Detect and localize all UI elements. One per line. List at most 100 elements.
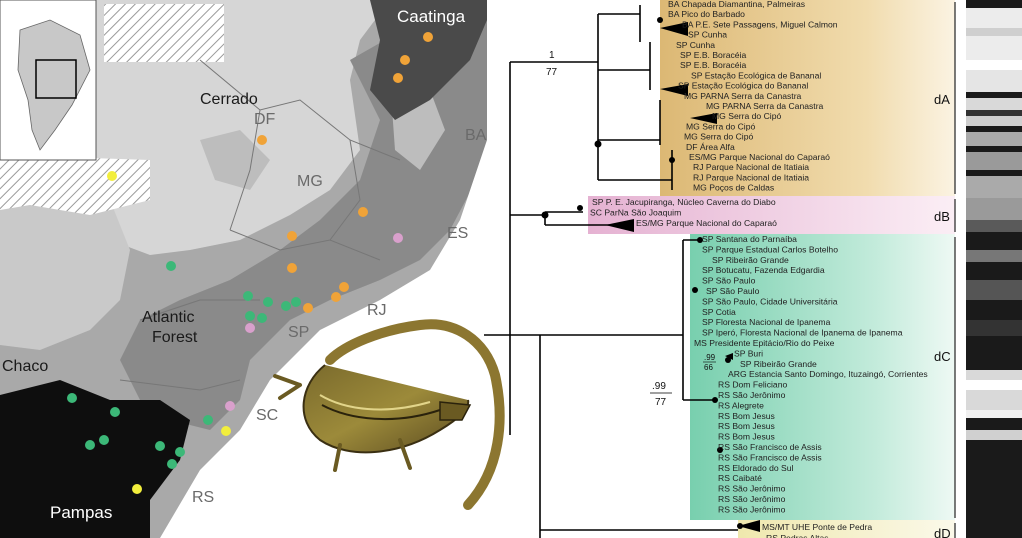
clade-db-band — [588, 196, 955, 234]
tip-label: RS São Francisco de Assis — [718, 452, 822, 462]
assignment-stripe — [966, 418, 1022, 430]
tip-label: SP Estação Ecológica do Bananal — [678, 81, 808, 91]
region-label-pampas: Pampas — [50, 503, 112, 522]
region-label-cerrado: Cerrado — [200, 91, 258, 108]
tip-label: SP Iperó, Floresta Nacional de Ipanema d… — [702, 328, 903, 338]
assignment-stripe — [966, 250, 1022, 262]
tip-label: SP Santana do Parnaíba — [702, 234, 797, 244]
tip-label: RS Pedras Altas — [766, 533, 829, 538]
assignment-stripe — [966, 176, 1022, 198]
sample-point — [303, 303, 313, 313]
tip-label: DF Área Alfa — [686, 142, 735, 152]
sample-point — [358, 207, 368, 217]
tip-label: MS/MT UHE Ponte de Pedra — [762, 522, 872, 532]
sample-point — [287, 263, 297, 273]
assignment-stripe — [966, 60, 1022, 70]
tree-node — [712, 397, 718, 403]
state-label-es: ES — [447, 225, 468, 242]
tip-label: RS Bom Jesus — [718, 432, 775, 442]
sample-point — [175, 447, 185, 457]
support-small-bottom: 66 — [704, 363, 713, 372]
assignment-stripe — [966, 320, 1022, 336]
assignment-stripe — [966, 116, 1022, 126]
clade-da-band — [660, 0, 955, 196]
sample-point — [67, 393, 77, 403]
clade-dc-band — [690, 234, 955, 520]
tip-label: RS São Jerônimo — [718, 494, 786, 504]
sample-point — [331, 292, 341, 302]
tip-label: SP Cotia — [702, 307, 736, 317]
tree-node — [577, 205, 583, 211]
collapsed-triangle — [738, 520, 760, 532]
assignment-stripe — [966, 410, 1022, 418]
assignment-stripe — [966, 198, 1022, 220]
state-label-sc: SC — [256, 407, 278, 424]
assignment-stripe — [966, 110, 1022, 116]
region-label-caatinga: Caatinga — [397, 7, 466, 26]
assignment-stripe — [966, 98, 1022, 110]
tip-label: SP Ribeirão Grande — [712, 255, 789, 265]
assignment-stripe — [966, 430, 1022, 440]
collapsed-triangle — [725, 353, 733, 360]
tree-node — [669, 157, 675, 163]
assignment-stripe — [966, 336, 1022, 370]
tip-label: BA Pico do Barbado — [668, 9, 745, 19]
region-label-atlantic-forest-1: Atlantic — [142, 309, 194, 326]
tip-label: SP São Paulo — [702, 276, 756, 286]
clade-label-dc: dC — [934, 349, 951, 364]
state-label-rs: RS — [192, 489, 214, 506]
tip-label: MG Serra do Cipó — [712, 111, 781, 121]
tip-label: MG PARNA Serra da Canastra — [684, 91, 802, 101]
state-label-rj: RJ — [367, 302, 387, 319]
tip-label: RS Bom Jesus — [718, 421, 775, 431]
assignment-stripe — [966, 92, 1022, 98]
tree-node — [541, 211, 549, 219]
tip-label: RJ Parque Nacional de Itatiaia — [693, 162, 809, 172]
sample-point — [221, 426, 231, 436]
sample-point — [203, 415, 213, 425]
assignment-stripe — [966, 36, 1022, 60]
assignment-stripe — [966, 440, 1022, 538]
tip-label: BA P.E. Sete Passagens, Miguel Calmon — [682, 19, 838, 29]
assignment-stripe — [966, 70, 1022, 92]
tip-labels-db: SP P. E. Jacupiranga, Núcleo Caverna do … — [590, 197, 777, 228]
tree-node — [717, 447, 723, 453]
assignment-stripe — [966, 28, 1022, 36]
sample-point — [245, 311, 255, 321]
sample-point — [287, 231, 297, 241]
state-borders — [119, 59, 401, 391]
forest-patch — [200, 130, 270, 190]
sample-point — [400, 55, 410, 65]
inset-extent-box — [35, 59, 77, 99]
sample-points — [67, 32, 433, 494]
tip-label: ES/MG Parque Nacional do Caparaó — [636, 218, 777, 228]
clade-dd-band — [738, 520, 955, 538]
sample-point — [257, 313, 267, 323]
tree-node — [697, 237, 703, 243]
tip-label: SP Estação Ecológica de Bananal — [691, 70, 821, 80]
tip-label: SP P. E. Jacupiranga, Núcleo Caverna do … — [592, 197, 776, 207]
assignment-stripe — [966, 280, 1022, 300]
sample-point — [225, 401, 235, 411]
sample-point — [166, 261, 176, 271]
tip-label: RS Alegrete — [718, 400, 764, 410]
tip-label: SP Ribeirão Grande — [740, 359, 817, 369]
tip-label: RS Eldorado do Sul — [718, 463, 794, 473]
hatched-area-west — [0, 155, 150, 215]
assignment-stripe — [966, 132, 1022, 146]
state-label-sp: SP — [288, 324, 309, 341]
tip-label: ARG Estancia Santo Domingo, Ituzaingó, C… — [728, 369, 928, 379]
state-label-mg: MG — [297, 173, 323, 190]
lizard-photo — [273, 319, 505, 510]
sample-point — [339, 282, 349, 292]
state-label-ba: BA — [465, 127, 487, 144]
tree-nodes — [541, 17, 743, 529]
tip-label: ES/MG Parque Nacional do Caparaó — [689, 152, 830, 162]
assignment-stripe — [966, 0, 1022, 8]
tip-label: RS São Jerônimo — [718, 390, 786, 400]
tip-label: SC ParNa São Joaquim — [590, 208, 681, 218]
tip-label: SP E.B. Boracéia — [680, 60, 746, 70]
tip-label: SP Botucatu, Fazenda Edgardia — [702, 265, 825, 275]
